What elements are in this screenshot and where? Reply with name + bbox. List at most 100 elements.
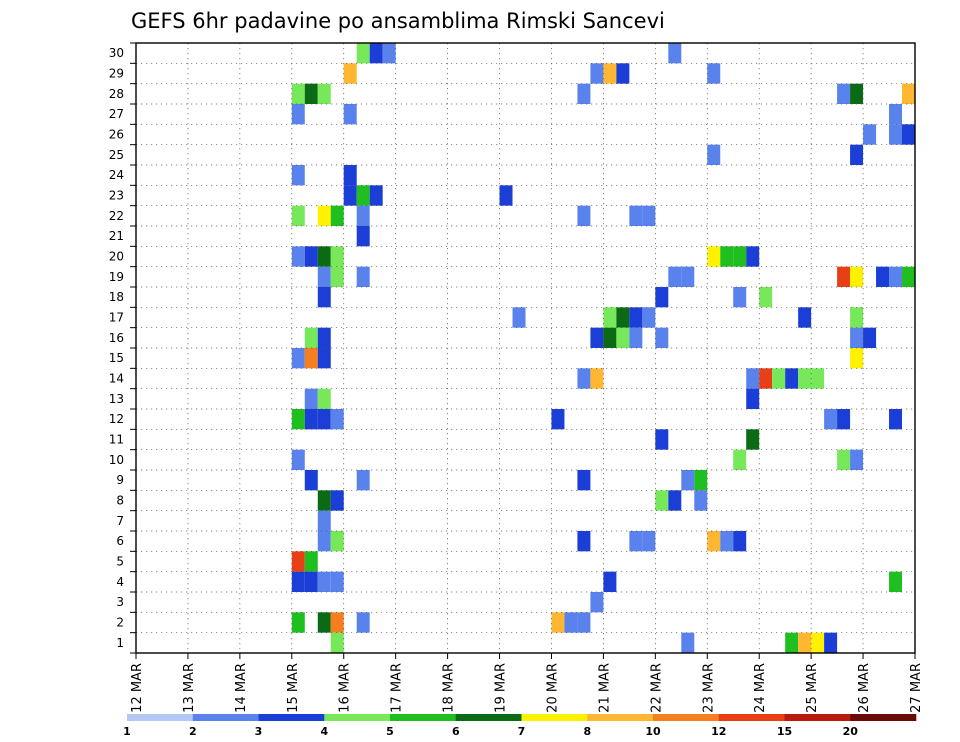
- precip-cell: [356, 185, 370, 206]
- precip-cell: [850, 83, 864, 104]
- y-tick-label: 10: [109, 453, 124, 467]
- precip-cell: [655, 287, 669, 308]
- precip-cell: [629, 205, 643, 226]
- x-tick-label: 26 MAR: [857, 663, 872, 713]
- precip-cell: [317, 246, 331, 267]
- precip-cell: [850, 327, 864, 348]
- y-tick-label: 1: [116, 636, 124, 650]
- precip-cell: [746, 429, 760, 450]
- precip-cell: [707, 144, 721, 165]
- precip-cell: [850, 144, 864, 165]
- y-tick-label: 17: [109, 311, 124, 325]
- precip-cell: [291, 612, 305, 633]
- precip-cell: [811, 368, 825, 389]
- y-tick-label: 3: [116, 595, 124, 609]
- y-tick-label: 9: [116, 473, 124, 487]
- x-tick-label: 20 MAR: [546, 663, 561, 713]
- precip-cell: [317, 510, 331, 531]
- precip-cell: [304, 571, 318, 592]
- precip-cell: [850, 449, 864, 470]
- legend-swatch: [258, 714, 325, 721]
- y-tick-label: 22: [109, 209, 124, 223]
- legend-tick-label: 6: [452, 725, 460, 738]
- x-tick-label: 14 MAR: [234, 663, 249, 713]
- precip-cell: [733, 287, 747, 308]
- precip-cell: [317, 205, 331, 226]
- y-tick-label: 4: [116, 575, 124, 589]
- legend-swatch: [587, 714, 654, 721]
- precip-cell: [317, 490, 331, 511]
- x-tick-label: 19 MAR: [494, 663, 509, 713]
- precip-cell: [330, 205, 344, 226]
- precip-cell: [317, 83, 331, 104]
- precip-cell: [304, 327, 318, 348]
- precip-cell: [824, 632, 838, 653]
- precip-cell: [590, 592, 604, 613]
- legend-tick-label: 10: [645, 725, 661, 738]
- y-tick-label: 23: [109, 189, 124, 203]
- precip-cell: [694, 470, 708, 491]
- x-tick-label: 18 MAR: [442, 663, 457, 713]
- precip-cell: [330, 632, 344, 653]
- y-tick-label: 27: [109, 107, 124, 121]
- precip-cell: [317, 388, 331, 409]
- legend-swatch: [390, 714, 457, 721]
- legend-tick-label: 8: [583, 725, 591, 738]
- y-tick-label: 5: [116, 555, 124, 569]
- y-tick-label: 25: [109, 148, 124, 162]
- precip-cell: [642, 531, 656, 552]
- precip-cell: [746, 388, 760, 409]
- precip-cell: [629, 307, 643, 328]
- precip-cell: [304, 409, 318, 430]
- legend-swatch: [784, 714, 851, 721]
- legend-tick-label: 1: [123, 725, 131, 738]
- y-axis: 1234567891011121314151617181920212223242…: [109, 42, 136, 654]
- precip-cell: [330, 409, 344, 430]
- y-tick-label: 30: [109, 46, 124, 60]
- precip-cell: [707, 63, 721, 84]
- precip-cell: [850, 266, 864, 287]
- precip-cell: [291, 571, 305, 592]
- precip-cell: [616, 327, 630, 348]
- precip-cell: [330, 612, 344, 633]
- precip-cell: [889, 409, 903, 430]
- precip-cell: [655, 429, 669, 450]
- precip-cell: [603, 327, 617, 348]
- precip-cell: [642, 307, 656, 328]
- precip-cell: [642, 205, 656, 226]
- precip-cell: [772, 368, 786, 389]
- precip-cell: [629, 327, 643, 348]
- precip-cell: [343, 104, 357, 125]
- precip-cell: [577, 612, 591, 633]
- legend-swatch: [850, 714, 917, 721]
- precip-cell: [798, 632, 812, 653]
- precip-cell: [837, 449, 851, 470]
- precip-cell: [291, 104, 305, 125]
- legend-swatch: [127, 714, 194, 721]
- precip-cell: [577, 470, 591, 491]
- precip-cell: [681, 632, 695, 653]
- precip-cell: [837, 409, 851, 430]
- precip-cell: [343, 63, 357, 84]
- chart-title: GEFS 6hr padavine po ansamblima Rimski S…: [131, 9, 665, 33]
- precip-cell: [356, 470, 370, 491]
- y-tick-label: 16: [109, 331, 124, 345]
- precip-cell: [785, 368, 799, 389]
- legend-swatch: [653, 714, 720, 721]
- precip-cell: [304, 348, 318, 369]
- precip-cell: [590, 368, 604, 389]
- precip-cell: [733, 246, 747, 267]
- precip-cell: [850, 307, 864, 328]
- precip-cell: [577, 205, 591, 226]
- precip-cell: [304, 246, 318, 267]
- y-tick-label: 6: [116, 534, 124, 548]
- precip-cell: [304, 83, 318, 104]
- precip-cell: [291, 449, 305, 470]
- y-tick-label: 21: [109, 229, 124, 243]
- precip-cell: [356, 205, 370, 226]
- precip-cell: [785, 632, 799, 653]
- precip-cell: [902, 83, 915, 104]
- precip-cell: [707, 531, 721, 552]
- y-tick-label: 11: [109, 433, 124, 447]
- precip-cell: [902, 124, 915, 145]
